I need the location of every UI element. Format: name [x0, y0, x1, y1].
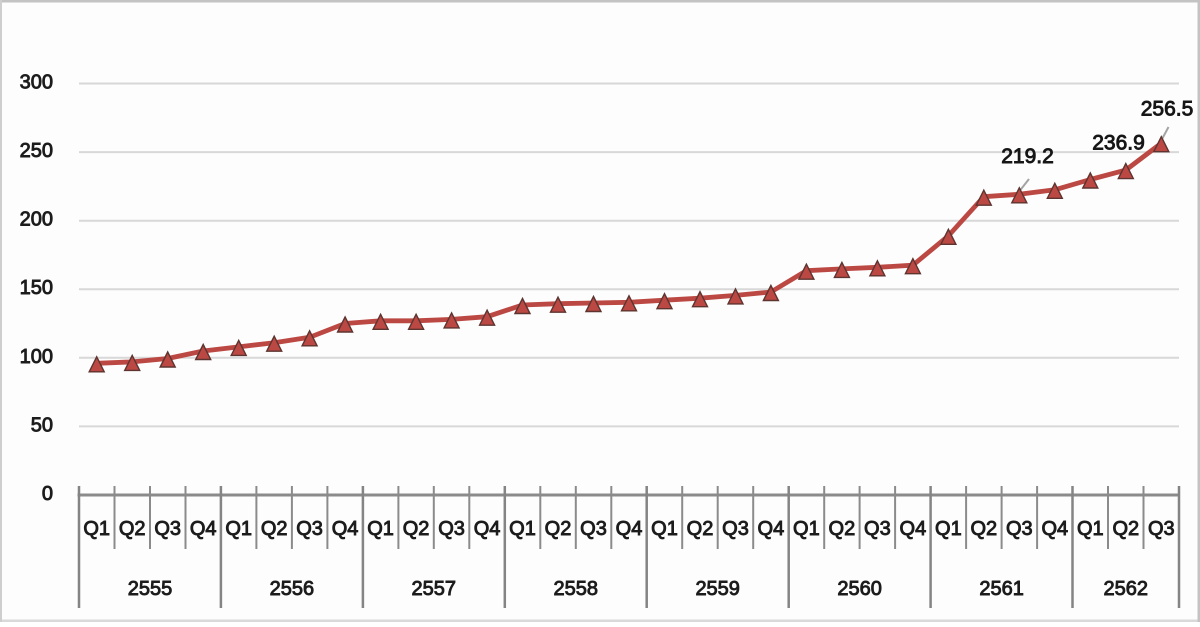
- svg-text:Q3: Q3: [296, 518, 323, 540]
- svg-text:Q1: Q1: [367, 518, 394, 540]
- svg-text:Q2: Q2: [261, 518, 288, 540]
- svg-text:Q3: Q3: [580, 518, 607, 540]
- svg-text:Q3: Q3: [154, 518, 181, 540]
- svg-text:Q2: Q2: [119, 518, 146, 540]
- svg-text:2560: 2560: [837, 578, 882, 600]
- svg-text:Q2: Q2: [687, 518, 714, 540]
- svg-text:2558: 2558: [554, 578, 599, 600]
- svg-text:150: 150: [20, 277, 53, 299]
- svg-text:Q1: Q1: [1077, 518, 1104, 540]
- svg-text:Q2: Q2: [970, 518, 997, 540]
- svg-text:Q3: Q3: [1148, 518, 1175, 540]
- svg-text:2561: 2561: [979, 578, 1024, 600]
- svg-text:2557: 2557: [412, 578, 457, 600]
- svg-text:Q1: Q1: [793, 518, 820, 540]
- svg-text:50: 50: [31, 414, 53, 436]
- svg-text:Q4: Q4: [1041, 518, 1068, 540]
- svg-text:Q1: Q1: [83, 518, 110, 540]
- svg-text:Q3: Q3: [1006, 518, 1033, 540]
- svg-text:Q4: Q4: [332, 518, 359, 540]
- svg-text:2555: 2555: [128, 578, 173, 600]
- svg-text:Q4: Q4: [190, 518, 217, 540]
- svg-text:0: 0: [42, 483, 53, 505]
- svg-text:2559: 2559: [695, 578, 740, 600]
- svg-text:Q2: Q2: [403, 518, 430, 540]
- svg-text:Q4: Q4: [758, 518, 785, 540]
- svg-text:200: 200: [20, 209, 53, 231]
- svg-text:Q1: Q1: [935, 518, 962, 540]
- svg-text:256.5: 256.5: [1141, 98, 1194, 121]
- svg-text:Q1: Q1: [225, 518, 252, 540]
- svg-text:2562: 2562: [1104, 578, 1149, 600]
- svg-text:Q3: Q3: [864, 518, 891, 540]
- svg-text:Q2: Q2: [829, 518, 856, 540]
- svg-text:Q4: Q4: [474, 518, 501, 540]
- svg-text:219.2: 219.2: [1001, 145, 1054, 168]
- svg-text:Q3: Q3: [438, 518, 465, 540]
- svg-text:Q4: Q4: [900, 518, 927, 540]
- svg-text:Q1: Q1: [651, 518, 678, 540]
- svg-text:Q1: Q1: [509, 518, 536, 540]
- svg-text:2556: 2556: [270, 578, 315, 600]
- svg-text:Q4: Q4: [616, 518, 643, 540]
- svg-text:Q2: Q2: [545, 518, 572, 540]
- svg-text:Q2: Q2: [1112, 518, 1139, 540]
- svg-text:Q3: Q3: [722, 518, 749, 540]
- svg-text:300: 300: [20, 72, 53, 94]
- svg-text:100: 100: [20, 346, 53, 368]
- svg-text:236.9: 236.9: [1092, 132, 1145, 155]
- svg-text:250: 250: [20, 140, 53, 162]
